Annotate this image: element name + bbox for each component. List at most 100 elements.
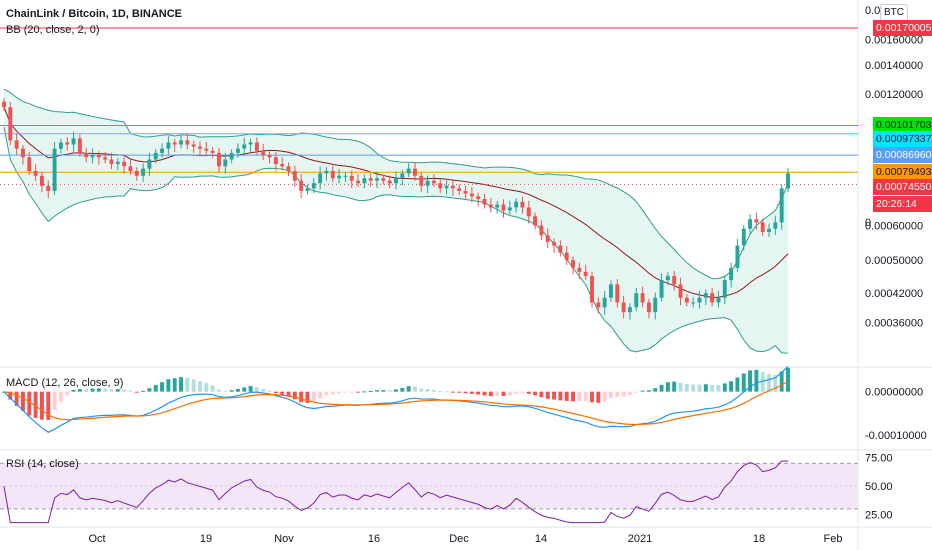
price-level-tag: 0.00170005 <box>873 20 932 37</box>
macd-histogram-bar <box>267 390 272 392</box>
candle <box>520 201 525 208</box>
candle <box>514 201 519 208</box>
candle <box>438 183 443 189</box>
candle <box>147 159 152 169</box>
candle <box>204 148 209 151</box>
candle <box>141 168 146 176</box>
candle <box>482 199 487 205</box>
symbol-title: ChainLink / Bitcoin, 1D, BINANCE <box>6 8 183 20</box>
candle <box>697 297 702 303</box>
candle <box>646 302 651 313</box>
candle <box>583 271 588 276</box>
candle <box>337 175 342 179</box>
candle <box>552 242 557 246</box>
macd-histogram-bar <box>602 391 607 402</box>
candle <box>590 275 594 303</box>
macd-histogram-bar <box>122 389 127 392</box>
macd-histogram-bar <box>627 391 632 395</box>
candle <box>84 152 89 158</box>
candle <box>634 293 639 308</box>
macd-histogram-bar <box>653 388 658 392</box>
macd-histogram-bar <box>96 388 101 392</box>
candle <box>450 185 455 189</box>
macd-histogram-bar <box>507 391 512 396</box>
macd-histogram-bar <box>482 391 487 396</box>
candle <box>368 178 373 181</box>
macd-histogram-bar <box>564 391 569 401</box>
macd-axis-tick: 0.00000000 <box>865 387 923 399</box>
macd-histogram-bar <box>406 386 411 392</box>
currency-button[interactable]: BTC <box>880 4 908 22</box>
candle <box>767 228 771 232</box>
candle <box>2 101 6 108</box>
candle <box>65 142 70 145</box>
macd-histogram-bar <box>217 389 221 392</box>
candle <box>678 284 683 298</box>
candle <box>672 275 677 285</box>
macd-histogram-bar <box>722 383 727 392</box>
candle <box>191 144 196 147</box>
macd-indicator-label[interactable]: MACD (12, 26, close, 9) <box>6 377 124 389</box>
macd-histogram-bar <box>311 391 316 402</box>
macd-histogram-bar <box>545 391 550 399</box>
macd-histogram-bar <box>754 369 759 392</box>
macd-histogram-bar <box>166 379 171 392</box>
candle <box>210 150 215 153</box>
candle <box>362 178 367 184</box>
countdown-tag: 20:26:14 <box>873 196 932 213</box>
bb-indicator-label[interactable]: BB (20, close, 2, 0) <box>6 24 100 36</box>
macd-histogram-bar <box>198 381 202 392</box>
macd-histogram-bar <box>571 391 575 402</box>
macd-histogram-bar <box>646 390 651 392</box>
candle <box>172 142 177 145</box>
candle <box>710 293 715 303</box>
macd-histogram-bar <box>305 391 310 403</box>
candle <box>90 155 95 158</box>
macd-histogram-bar <box>394 389 398 392</box>
candle <box>394 178 398 184</box>
time-axis-tick: Nov <box>274 533 294 545</box>
candle <box>659 280 664 298</box>
candle <box>413 168 417 176</box>
candle <box>729 267 734 281</box>
price-axis-tick: 0.00060000 <box>865 221 923 233</box>
macd-histogram-bar <box>514 391 519 394</box>
macd-histogram-bar <box>77 389 82 392</box>
macd-histogram-bar <box>90 388 95 392</box>
macd-histogram-bar <box>103 388 108 392</box>
macd-histogram-bar <box>621 391 626 397</box>
candle <box>115 161 120 165</box>
candle <box>387 180 392 184</box>
price-axis-tick: 0 <box>865 217 871 229</box>
candle <box>773 222 778 229</box>
macd-histogram-bar <box>539 391 544 398</box>
macd-signal-line <box>3 380 789 426</box>
candle <box>419 175 424 186</box>
macd-histogram-bar <box>292 391 297 400</box>
time-axis-tick: 16 <box>368 533 380 545</box>
macd-histogram-bar <box>204 383 209 392</box>
candle <box>381 178 386 181</box>
candle <box>779 188 784 223</box>
candle <box>640 293 645 303</box>
macd-axis-tick: -0.00010000 <box>865 430 927 442</box>
candle <box>103 157 108 160</box>
candle <box>526 207 531 217</box>
candle <box>609 284 613 298</box>
macd-histogram-bar <box>179 377 183 392</box>
candle <box>533 216 538 226</box>
rsi-indicator-label[interactable]: RSI (14, close) <box>6 458 79 470</box>
candle <box>621 302 626 313</box>
bb-lower-band <box>3 127 789 354</box>
macd-histogram-bar <box>65 391 70 396</box>
candle <box>444 185 449 189</box>
candle <box>8 107 13 141</box>
candle <box>457 188 462 191</box>
candle <box>33 170 38 176</box>
candle <box>760 222 765 232</box>
macd-histogram-bar <box>280 391 285 395</box>
candle <box>229 152 234 160</box>
macd-histogram-bar <box>185 377 190 392</box>
candle <box>691 302 696 304</box>
